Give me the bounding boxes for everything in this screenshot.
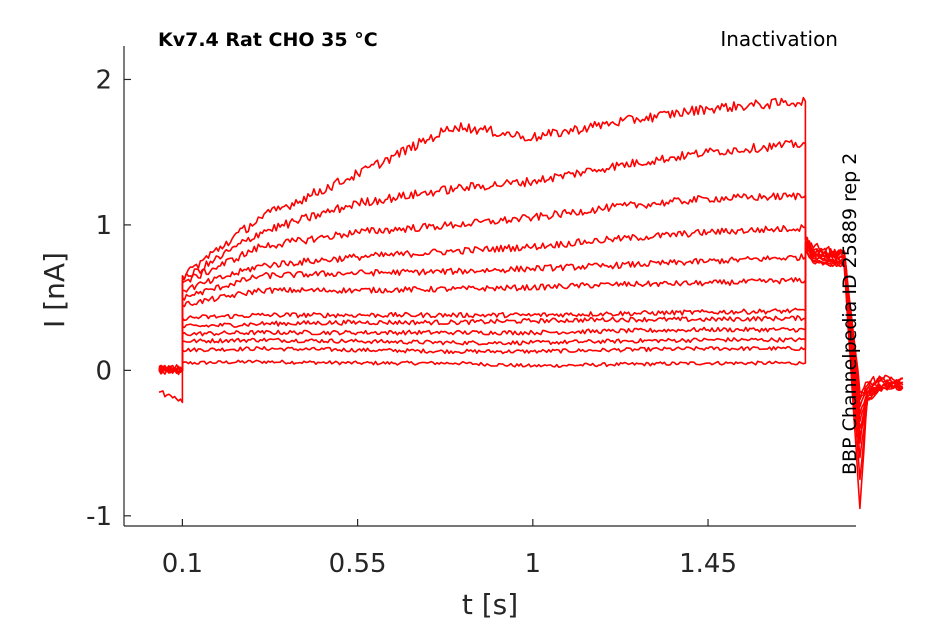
side-note: BBP Channelpedia ID 25889 rep 2: [839, 153, 861, 475]
current-trace: [158, 244, 903, 437]
current-trace: [158, 243, 904, 430]
current-trace: [158, 96, 904, 393]
ticks-layer: -1 0 1 2 0.1 0.55 1 1.45: [86, 65, 737, 579]
chart-title: Kv7.4 Rat CHO 35 °C: [158, 29, 378, 51]
current-trace: [158, 245, 904, 444]
y-axis-label: I [nA]: [38, 252, 71, 328]
current-trace: [158, 192, 904, 401]
y-tick-label: 2: [95, 65, 112, 95]
x-tick-label: 0.55: [329, 549, 387, 579]
current-trace: [158, 139, 903, 401]
axes-layer: [123, 46, 856, 527]
protocol-label: Inactivation: [720, 27, 838, 51]
current-trace: [158, 245, 904, 510]
x-tick-label: 1: [525, 549, 542, 579]
y-tick-label: 0: [95, 356, 112, 386]
x-axis-label: t [s]: [462, 588, 518, 621]
current-trace: [158, 240, 904, 415]
series-layer: [158, 96, 904, 510]
y-tick-label: 1: [95, 211, 112, 241]
x-tick-label: 0.1: [162, 549, 203, 579]
x-tick-label: 1.45: [679, 549, 737, 579]
y-tick-label: -1: [86, 502, 112, 532]
current-trace: [158, 250, 904, 481]
current-trace: [158, 241, 904, 423]
current-trace: [158, 248, 904, 459]
current-trace: [158, 224, 904, 408]
